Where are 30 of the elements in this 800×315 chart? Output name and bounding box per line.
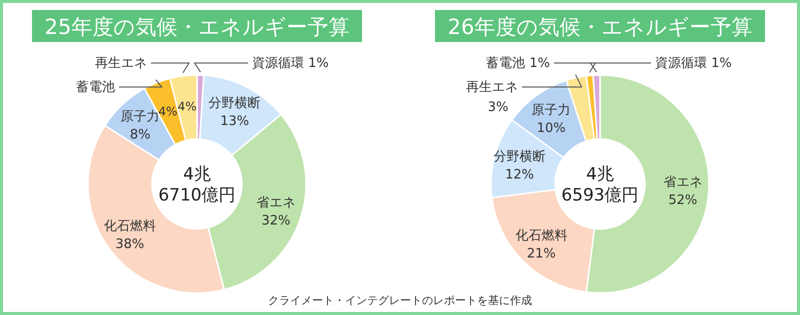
slice-label: 省エネ <box>256 196 296 211</box>
slice-label: 再生エネ <box>95 56 147 71</box>
data-label: 32% <box>261 214 290 229</box>
data-label: 8% <box>130 127 150 142</box>
text: クライメート・インテグレートのレポートを基に作成 <box>268 294 532 307</box>
chart-title: 26年度の気候・エネルギー予算 <box>448 15 752 39</box>
slice-label: 分野横断 <box>494 149 546 164</box>
slice-label: 化石燃料 <box>104 218 156 234</box>
data-label: 12% <box>505 167 534 182</box>
text: 4兆 6593億円 <box>561 164 639 206</box>
slice-label: 資源循環 1% <box>252 56 329 71</box>
data-label: 3% <box>488 100 508 115</box>
data-label: 13% <box>220 114 250 130</box>
slice-label: 原子力 <box>120 109 160 124</box>
chart-title: 25年度の気候・エネルギー予算 <box>44 15 350 39</box>
slice-label: 分野横断 <box>208 96 261 112</box>
data-label: 21% <box>526 246 556 262</box>
slice-label: 化石燃料 <box>515 228 568 244</box>
slice-label: 蓄電池 <box>76 80 115 95</box>
data-label: 38% <box>115 236 144 252</box>
text: 4兆 6710億円 <box>158 164 236 206</box>
slice-label: 資源循環 1% <box>655 56 732 71</box>
slice-label: 再生エネ <box>466 80 518 95</box>
data-label: 4% <box>178 100 197 114</box>
data-label: 4% <box>158 104 178 119</box>
slice-label: 省エネ <box>663 175 702 190</box>
data-label: 10% <box>536 120 566 136</box>
data-label: 52% <box>668 193 698 208</box>
slice-label: 原子力 <box>532 102 571 118</box>
slice-label: 蓄電池 1% <box>486 56 550 71</box>
